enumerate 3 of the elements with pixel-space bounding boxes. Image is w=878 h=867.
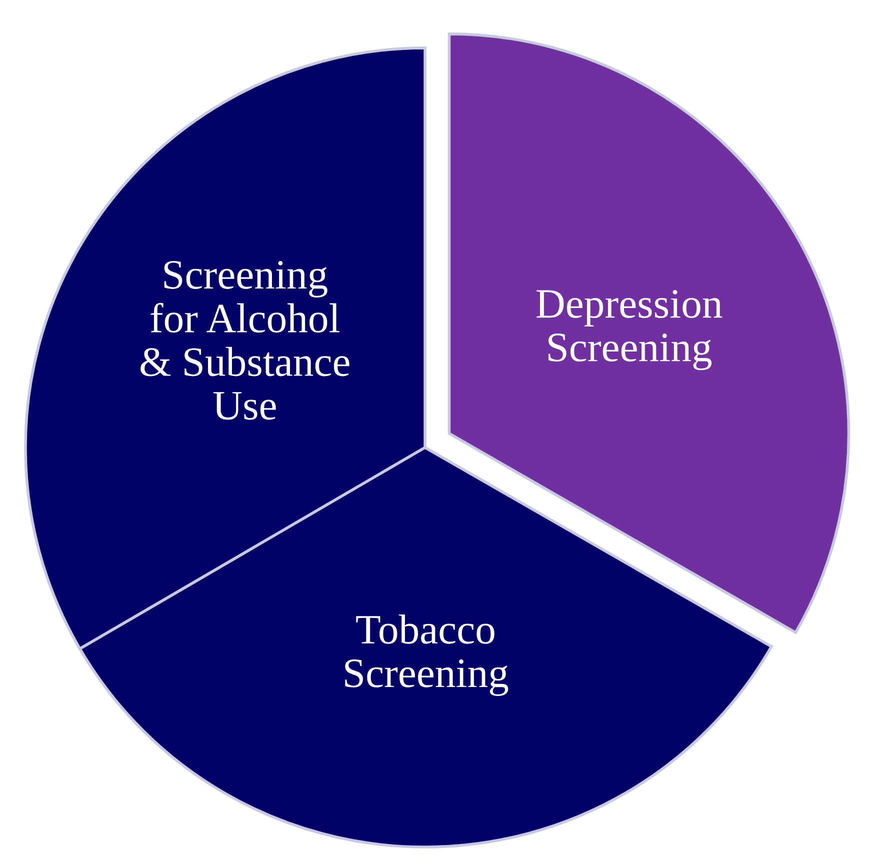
slice-label: Depression Screening <box>536 290 722 370</box>
slice-label: Screening for Alcohol & Substance Use <box>140 260 350 420</box>
slice-label: Tobacco Screening <box>345 614 508 696</box>
